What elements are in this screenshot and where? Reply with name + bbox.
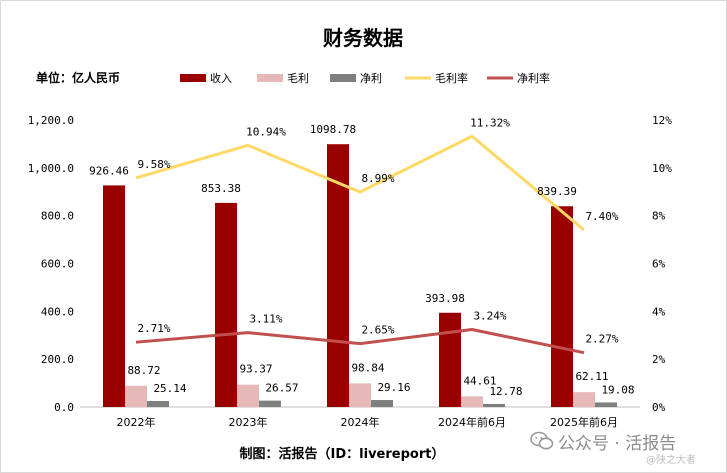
legend-label: 收入 [210,71,232,85]
x-tick-label: 2024年前6月 [438,415,506,429]
data-label: 839.39 [537,185,577,198]
bar-revenue [439,312,461,407]
data-label: 2.65% [361,324,394,337]
watermark-text: 公众号 · 活报告 [558,434,677,454]
data-label: 19.08 [601,383,634,396]
y-left-tick-label: 0.0 [54,401,74,414]
data-label: 11.32% [470,116,510,129]
bar-revenue [551,206,573,407]
legend-label: 净利率 [517,71,550,85]
x-tick-label: 2025年前6月 [550,415,618,429]
bar-net-profit [371,400,393,407]
legend-swatch [180,74,206,82]
y-left-tick-label: 800.0 [41,210,74,223]
y-right-tick-label: 10% [652,162,672,175]
data-label: 10.94% [246,125,286,138]
legend-label: 毛利 [287,72,309,85]
bar-revenue [103,185,125,407]
legend: 收入 毛利 净利 毛利率 净利率 [180,71,550,85]
data-label: 7.40% [585,210,618,223]
wechat-icon [530,431,554,450]
data-label: 2.71% [137,322,170,335]
data-label: 62.11 [575,370,608,383]
data-label: 29.16 [377,381,410,394]
chart-title: 财务数据 [323,26,403,50]
bar-net-profit [259,400,281,407]
lines [135,134,585,355]
y-right-tick-label: 12% [652,114,672,127]
y-left-tick-label: 600.0 [41,258,74,271]
data-label: 12.78 [489,385,522,398]
x-tick-label: 2022年 [117,415,156,429]
legend-label: 净利 [360,71,382,85]
data-label: 9.58% [137,158,170,171]
bar-revenue [215,202,237,407]
watermark-subtext: @陕之大者 [646,455,696,466]
data-label: 3.24% [473,310,506,323]
y-right-tick-label: 4% [652,305,666,318]
bar-gross-profit [349,383,371,407]
y-right-tick-label: 8% [652,210,666,223]
legend-label: 毛利率 [435,71,468,85]
data-label: 8.99% [361,172,394,185]
bar-gross-profit [461,396,483,407]
legend-swatch [257,74,283,82]
bar-gross-profit [573,392,595,407]
axes: 0.0 200.0 400.0 600.0 800.0 1,000.0 1,200.0 0% 2… [28,114,673,429]
y-left-tick-label: 200.0 [41,353,74,366]
unit-label: 单位：亿人民币 [36,70,120,85]
bar-net-profit [147,400,169,407]
y-right-tick-label: 2% [652,353,666,366]
data-label: 2.27% [585,333,618,346]
bar-net-profit [595,402,617,407]
chart-footer: 制图：活报告（ID：livereport） [240,446,445,462]
data-label: 25.14 [153,382,186,395]
bar-gross-profit [125,385,147,407]
net-margin-line [135,328,585,355]
data-label: 853.38 [201,182,241,195]
bar-net-profit [483,403,505,407]
data-label: 1098.78 [310,123,356,136]
x-tick-label: 2023年 [229,415,268,429]
data-label: 26.57 [265,382,298,395]
y-left-tick-label: 1,200.0 [28,114,74,127]
data-labels: 926.46 853.38 1098.78 393.98 839.39 88.72 93.3… [89,116,634,398]
y-right-tick-label: 6% [652,258,666,271]
gross-margin-line [135,134,585,232]
y-left-tick-label: 400.0 [41,305,74,318]
data-label: 44.61 [463,374,496,387]
y-left-tick-label: 1,000.0 [28,162,74,175]
bar-gross-profit [237,384,259,407]
data-label: 98.84 [351,361,384,374]
data-label: 3.11% [249,313,282,326]
data-label: 926.46 [89,164,129,177]
data-label: 93.37 [239,363,272,376]
data-label: 88.72 [127,364,160,377]
legend-swatch [330,74,356,82]
x-tick-label: 2024年 [341,415,380,429]
watermark: 公众号 · 活报告 @陕之大者 [528,425,724,469]
y-right-tick-label: 0% [652,401,666,414]
data-label: 393.98 [425,292,465,305]
